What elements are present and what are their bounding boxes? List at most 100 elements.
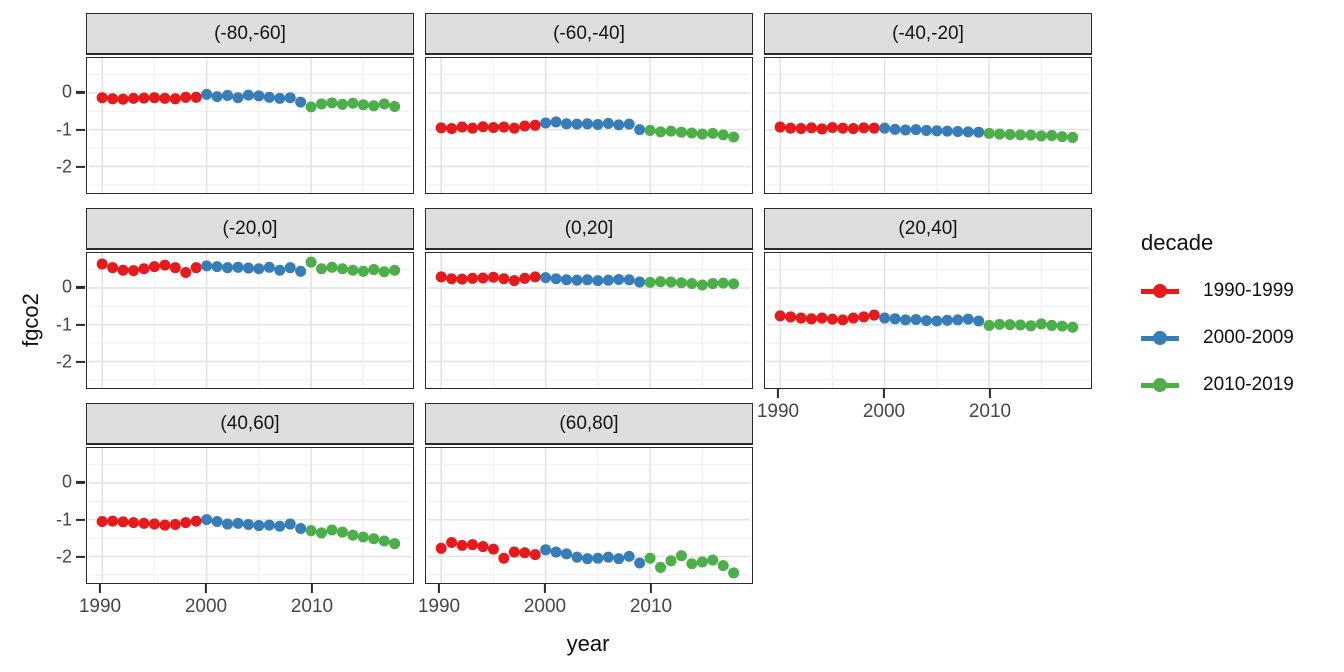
data-point <box>211 91 223 103</box>
data-point <box>128 265 140 277</box>
data-point <box>847 123 859 135</box>
x-tick-mark <box>988 389 992 398</box>
y-tick-label: -1 <box>55 119 72 140</box>
data-point <box>623 550 635 562</box>
y-tick-label: 0 <box>61 81 72 102</box>
data-point <box>232 261 244 273</box>
data-point <box>529 549 541 561</box>
data-point <box>655 126 667 138</box>
legend-key-icon <box>1141 329 1179 347</box>
data-point <box>169 518 181 530</box>
data-point <box>508 275 520 287</box>
data-point <box>498 121 510 133</box>
data-point <box>508 122 520 134</box>
data-point <box>561 118 573 130</box>
data-point <box>900 314 912 326</box>
x-axis-title: year <box>566 631 610 656</box>
data-point <box>435 542 447 554</box>
data-point <box>180 266 192 279</box>
panel-plot-area <box>88 58 412 193</box>
data-point <box>232 517 244 529</box>
data-point <box>378 266 390 278</box>
data-point <box>519 547 531 559</box>
facet-strip-label: (40,60] <box>86 403 414 445</box>
legend-item-label: 1990-1999 <box>1203 280 1294 301</box>
data-point <box>435 271 447 283</box>
y-tick-mark <box>76 128 85 131</box>
data-point <box>602 274 614 286</box>
data-point <box>242 89 254 101</box>
data-point <box>519 272 531 284</box>
x-tick-label: 1990 <box>78 596 122 617</box>
data-point <box>540 272 552 284</box>
data-point <box>96 515 108 528</box>
data-point <box>644 552 656 564</box>
data-point <box>128 92 140 104</box>
data-point <box>498 552 510 564</box>
data-point <box>826 121 838 133</box>
data-point <box>962 126 974 138</box>
facet-panel <box>86 252 414 389</box>
legend-item-label: 2010-2019 <box>1203 374 1294 395</box>
data-point <box>941 314 953 326</box>
x-tick-mark <box>310 584 314 593</box>
data-point <box>456 273 468 285</box>
data-point <box>222 262 234 274</box>
data-point <box>983 319 995 331</box>
data-point <box>623 274 635 286</box>
data-point <box>994 318 1006 330</box>
data-point <box>274 92 286 104</box>
data-point <box>592 118 604 131</box>
panel-plot-area <box>88 448 412 583</box>
data-point <box>347 529 359 541</box>
legend-dot <box>1153 378 1167 392</box>
data-point <box>467 272 479 284</box>
data-point <box>686 278 698 290</box>
data-point <box>180 517 192 529</box>
data-point <box>357 531 369 543</box>
data-point <box>1046 319 1058 331</box>
x-tick-label: 2010 <box>629 596 673 617</box>
data-point <box>795 123 807 135</box>
data-point <box>242 518 254 530</box>
y-tick-label: -1 <box>55 314 72 335</box>
data-point <box>190 262 202 274</box>
data-point <box>222 89 234 101</box>
y-tick-mark <box>76 165 85 169</box>
data-point <box>613 119 625 131</box>
data-point <box>529 119 541 131</box>
legend-dot <box>1153 331 1167 345</box>
data-point <box>477 541 489 553</box>
data-point <box>1056 320 1068 332</box>
legend-title: decade <box>1141 230 1214 255</box>
data-point <box>487 271 499 283</box>
data-point <box>222 518 234 530</box>
facet-panel <box>425 252 753 389</box>
data-point <box>816 312 828 324</box>
y-tick-mark <box>76 555 85 559</box>
data-point <box>456 539 468 551</box>
data-point <box>295 265 307 277</box>
data-point <box>785 122 797 134</box>
data-point <box>962 313 974 325</box>
y-tick-mark <box>76 91 85 94</box>
data-point <box>336 98 348 110</box>
data-point <box>467 122 479 134</box>
data-point <box>889 123 901 135</box>
data-point <box>644 124 656 136</box>
data-point <box>201 260 213 272</box>
data-point <box>837 314 849 326</box>
data-point <box>879 122 891 134</box>
x-tick-mark <box>437 584 441 593</box>
data-point <box>295 96 307 108</box>
data-point <box>973 315 985 327</box>
data-point <box>138 92 150 104</box>
data-point <box>941 125 953 137</box>
data-point <box>696 128 708 140</box>
data-point <box>347 264 359 276</box>
y-tick-label: 0 <box>61 276 72 297</box>
x-tick-mark <box>776 389 780 398</box>
data-point <box>696 279 708 291</box>
x-tick-mark <box>882 389 886 398</box>
data-point <box>550 273 562 285</box>
